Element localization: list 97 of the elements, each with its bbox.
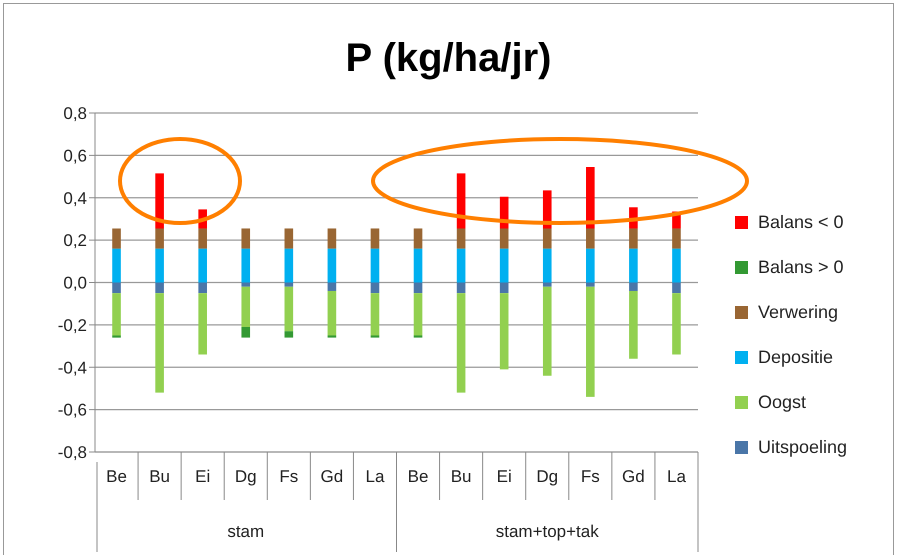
bar	[328, 290, 336, 336]
bar	[370, 335, 380, 338]
bar	[328, 282, 336, 291]
bar	[456, 248, 466, 282]
bar	[328, 228, 336, 249]
bar	[672, 293, 681, 355]
bar	[284, 248, 294, 282]
bar	[672, 282, 681, 294]
bar	[586, 228, 595, 249]
bar	[456, 228, 466, 249]
bar	[198, 293, 207, 355]
bar	[241, 282, 250, 287]
text: stam	[226, 522, 266, 542]
bar	[629, 228, 638, 249]
x-tick-label: Be	[408, 467, 428, 486]
bar	[456, 173, 466, 228]
bar	[629, 248, 638, 282]
bar	[284, 282, 294, 287]
bar	[241, 228, 250, 249]
bar	[542, 228, 552, 249]
bar	[672, 228, 681, 249]
x-tick-label: Be	[106, 467, 127, 486]
bar	[456, 293, 466, 393]
bar	[370, 248, 380, 282]
legend-label: Verwering	[758, 302, 838, 323]
bar	[672, 248, 681, 282]
bar	[414, 293, 422, 336]
x-tick-label: Dg	[234, 467, 257, 486]
bar	[586, 248, 595, 282]
bar	[155, 173, 164, 228]
bar	[241, 286, 250, 327]
bar	[586, 286, 595, 397]
x-tick-label: Gd	[320, 467, 344, 486]
x-tick-label: Ei	[195, 467, 210, 486]
bar	[284, 286, 294, 332]
bar	[284, 228, 294, 249]
x-tick-label: Fs	[580, 467, 600, 486]
bar	[586, 282, 595, 287]
text: stam+top+tak	[494, 522, 600, 542]
bar	[414, 228, 422, 249]
x-tick-label: Bu	[149, 467, 170, 486]
bar	[370, 228, 380, 249]
bar	[500, 282, 508, 294]
x-tick-label: La	[667, 467, 686, 486]
bar	[241, 248, 250, 282]
bar	[542, 248, 552, 282]
bar	[112, 293, 121, 336]
y-tick-label: 0,4	[63, 188, 87, 208]
bar	[155, 282, 164, 294]
x-tick-label: Gd	[622, 467, 645, 486]
bar	[112, 335, 121, 338]
bar	[414, 335, 422, 338]
legend-label: Uitspoeling	[758, 437, 848, 458]
y-tick-label: -0,6	[58, 400, 87, 420]
legend-label: Balans > 0	[758, 257, 844, 278]
y-tick-label: 0,6	[63, 146, 87, 166]
bar	[500, 228, 508, 249]
x-tick-label: Fs	[279, 467, 298, 486]
bar	[155, 228, 164, 249]
x-tick-label: Ei	[496, 467, 512, 486]
bar	[370, 282, 380, 294]
chart-title: P (kg/ha/jr)	[344, 36, 552, 81]
bar	[370, 293, 380, 336]
bar	[328, 335, 336, 338]
bar	[112, 282, 121, 294]
bar	[241, 326, 250, 338]
bar	[629, 290, 638, 359]
bar	[500, 248, 508, 282]
bar	[414, 282, 422, 294]
bar	[198, 282, 207, 294]
legend-label: Balans < 0	[758, 212, 844, 233]
bar	[500, 293, 508, 370]
x-tick-label: Dg	[536, 467, 558, 486]
x-tick-label: La	[366, 467, 385, 486]
bar	[112, 248, 121, 282]
y-tick-label: 0,2	[63, 231, 87, 250]
bar	[198, 228, 207, 249]
bar	[586, 167, 595, 228]
x-tick-label: Bu	[450, 467, 472, 486]
y-tick-label: 0,8	[63, 104, 87, 124]
bar	[629, 282, 638, 291]
bar	[328, 248, 336, 282]
bar	[112, 228, 121, 249]
y-tick-label: 0,0	[63, 274, 87, 293]
y-tick-label: -0,8	[58, 443, 87, 462]
bar	[456, 282, 466, 294]
bar	[542, 286, 552, 376]
bar	[414, 248, 422, 282]
legend-label: Oogst	[758, 392, 806, 413]
y-tick-label: -0,4	[58, 358, 87, 378]
bar	[198, 248, 207, 282]
y-tick-label: -0,2	[58, 316, 87, 335]
bar	[155, 248, 164, 282]
bar	[155, 293, 164, 393]
bar	[542, 282, 552, 287]
bar	[284, 331, 294, 338]
legend-label: Depositie	[758, 347, 834, 368]
